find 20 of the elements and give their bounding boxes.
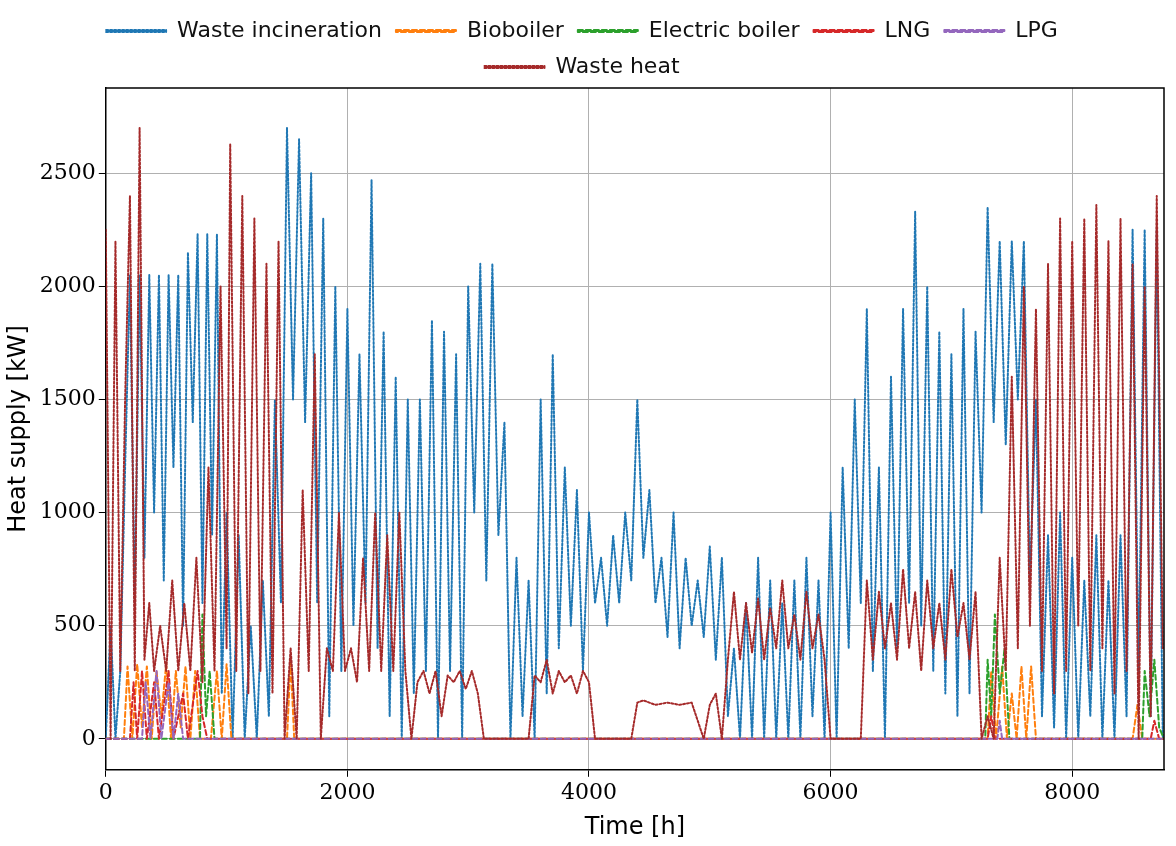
x-tick-label: 8000: [1044, 778, 1101, 804]
y-tick-label: 500: [53, 611, 96, 637]
x-tick-label: 6000: [802, 778, 859, 804]
line-series: [105, 127, 1164, 740]
legend-label: Waste heat: [555, 52, 680, 78]
legend-label: Waste incineration: [177, 16, 382, 42]
x-tick-label: 4000: [560, 778, 617, 804]
legend-label: LNG: [884, 16, 931, 42]
y-tick-label: 1000: [39, 498, 96, 524]
y-tick-label: 1500: [39, 385, 96, 411]
y-axis-title: Heat supply [kW]: [2, 325, 31, 533]
y-tick-label: 2500: [39, 159, 96, 184]
y-tick-label: 0: [81, 724, 96, 750]
x-tick-label: 0: [98, 778, 113, 804]
legend-label: LPG: [1015, 16, 1058, 42]
legend-label: Electric boiler: [648, 16, 801, 42]
legend-label: Bioboiler: [466, 16, 565, 42]
y-tick-label: 2000: [39, 272, 96, 298]
x-axis-title: Time [h]: [583, 811, 686, 840]
x-tick-label: 2000: [319, 778, 376, 804]
